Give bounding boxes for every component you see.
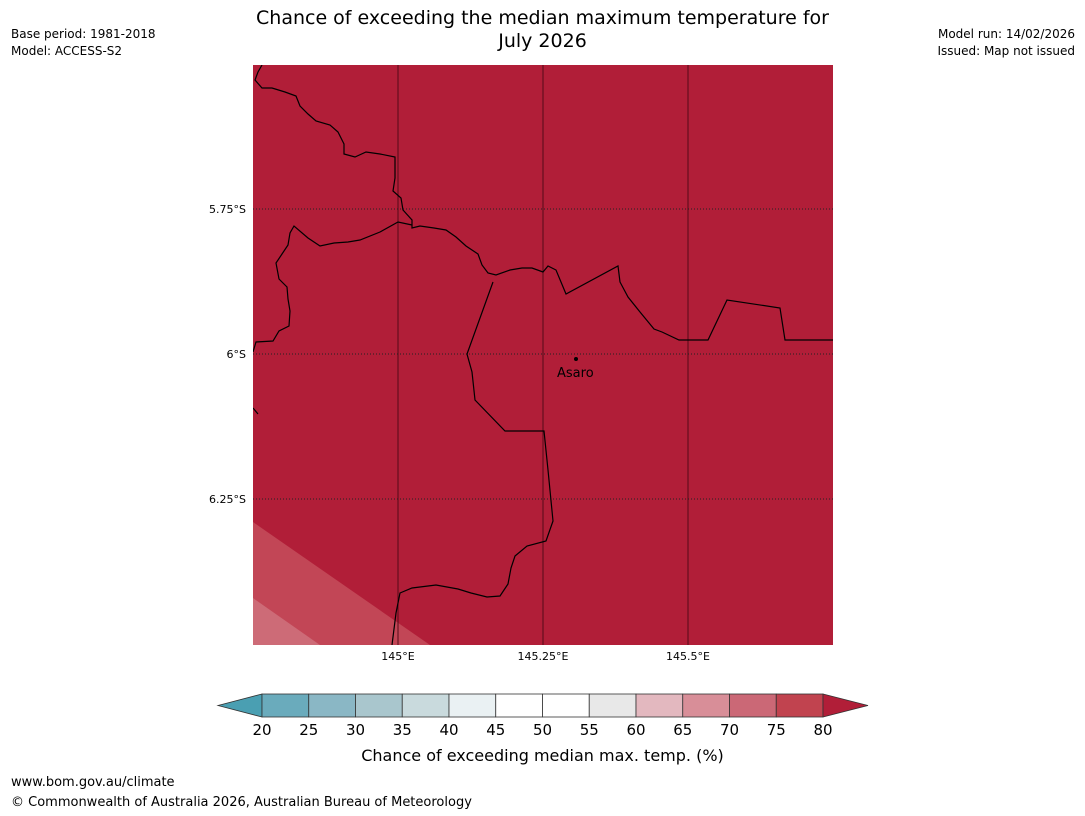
border-central bbox=[391, 281, 554, 645]
colorbar-tick-label: 30 bbox=[345, 721, 366, 739]
model-name: Model: ACCESS-S2 bbox=[11, 44, 123, 58]
title-line-1: Chance of exceeding the median maximum t… bbox=[256, 7, 829, 29]
footer-copyright: © Commonwealth of Australia 2026, Austra… bbox=[11, 795, 472, 810]
colorbar-tick-label: 65 bbox=[673, 721, 693, 739]
issued-status: Issued: Map not issued bbox=[937, 44, 1075, 58]
colorbar-tick-label: 50 bbox=[532, 721, 553, 739]
lat-label-6-25: 6.25°S bbox=[209, 493, 246, 506]
base-period: Base period: 1981-2018 bbox=[11, 27, 156, 41]
colorbar-tick-label: 75 bbox=[766, 721, 786, 739]
title-line-2: July 2026 bbox=[498, 30, 587, 52]
colorbar-tick-label: 20 bbox=[252, 721, 272, 739]
colorbar-extend-low bbox=[216, 693, 263, 718]
colorbar-tick-label: 70 bbox=[719, 721, 740, 739]
colorbar-label: Chance of exceeding median max. temp. (%… bbox=[361, 746, 724, 765]
colorbar-tick-label: 25 bbox=[299, 721, 319, 739]
border-west bbox=[253, 221, 413, 353]
place-label-asaro: Asaro bbox=[557, 366, 594, 381]
colorbar-bin bbox=[401, 693, 450, 718]
colorbar-bin bbox=[448, 693, 497, 718]
footer-url: www.bom.gov.au/climate bbox=[11, 775, 175, 790]
colorbar-bin bbox=[542, 693, 590, 718]
colorbar-tick-label: 40 bbox=[439, 721, 459, 739]
colorbar-bin bbox=[308, 693, 356, 718]
border-north bbox=[254, 65, 833, 341]
model-run: Model run: 14/02/2026 bbox=[937, 27, 1075, 41]
town-dot-icon bbox=[574, 357, 578, 361]
region-70-75 bbox=[253, 598, 320, 645]
colorbar-bin bbox=[261, 693, 310, 718]
colorbar-tick-label: 80 bbox=[813, 721, 833, 739]
colorbar-bin bbox=[775, 693, 824, 718]
border-edge bbox=[253, 407, 259, 415]
colorbar-bin bbox=[588, 693, 637, 718]
colorbar-tick-label: 60 bbox=[626, 721, 646, 739]
lat-label-5-75: 5.75°S bbox=[209, 203, 246, 216]
lat-label-6: 6°S bbox=[226, 348, 246, 361]
lon-label-145: 145°E bbox=[381, 650, 415, 663]
meta-right: Model run: 14/02/2026 Issued: Map not is… bbox=[937, 26, 1075, 60]
map-title: Chance of exceeding the median maximum t… bbox=[0, 7, 1085, 53]
colorbar-bin bbox=[682, 693, 730, 718]
province-borders bbox=[253, 65, 833, 645]
colorbar-tick-label: 55 bbox=[579, 721, 599, 739]
lon-label-145-25: 145.25°E bbox=[517, 650, 569, 663]
region-75-80 bbox=[253, 522, 430, 645]
meta-left: Base period: 1981-2018 Model: ACCESS-S2 bbox=[11, 26, 156, 60]
colorbar bbox=[216, 693, 869, 718]
colorbar-bin bbox=[495, 693, 543, 718]
map-area bbox=[253, 65, 833, 645]
colorbar-bin bbox=[635, 693, 684, 718]
lon-label-145-5: 145.5°E bbox=[666, 650, 710, 663]
graticule bbox=[253, 65, 833, 645]
colorbar-tick-label: 45 bbox=[486, 721, 506, 739]
colorbar-tick-label: 35 bbox=[392, 721, 412, 739]
colorbar-extend-high bbox=[822, 693, 869, 718]
colorbar-bin bbox=[729, 693, 777, 718]
colorbar-bin bbox=[355, 693, 403, 718]
